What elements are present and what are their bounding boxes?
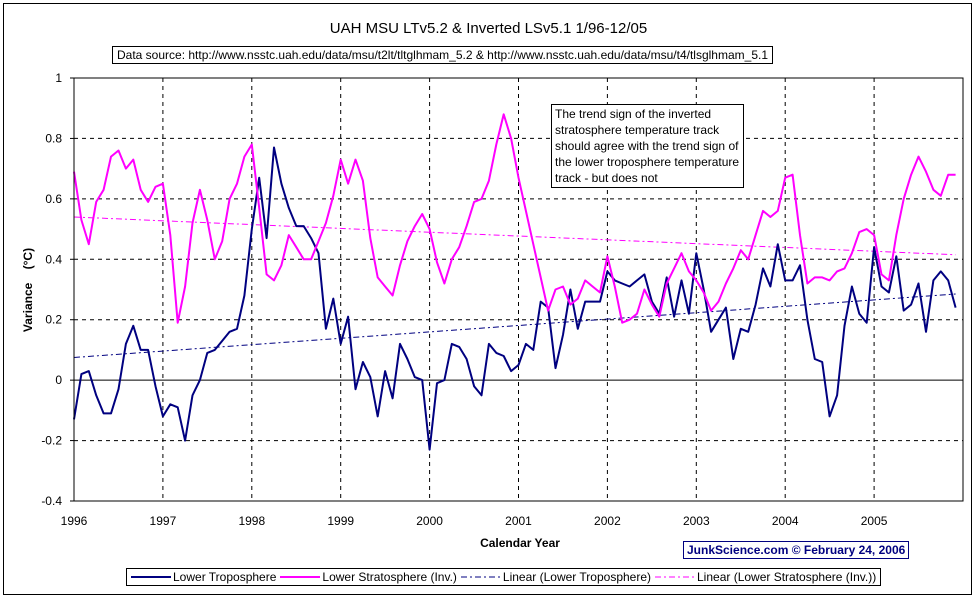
y-tick-label: 0.8: [45, 131, 62, 145]
x-tick-label: 2001: [505, 514, 532, 528]
legend-item-linear-stratosphere: Linear (Lower Stratosphere (Inv.)): [655, 570, 876, 584]
x-axis-label: Calendar Year: [480, 536, 560, 550]
x-tick-label: 2002: [594, 514, 621, 528]
legend-swatch: [655, 576, 695, 578]
chart-frame: [3, 3, 972, 595]
legend: Lower Troposphere Lower Stratosphere (In…: [126, 568, 882, 586]
legend-label: Lower Stratosphere (Inv.): [322, 570, 457, 584]
y-axis-ticks: -0.4 -0.2 0 0.2 0.4 0.6 0.8 1: [41, 71, 74, 508]
annotation-box: The trend sign of the inverted stratosph…: [551, 104, 744, 188]
legend-item-lower-stratosphere: Lower Stratosphere (Inv.): [280, 570, 457, 584]
legend-label: Linear (Lower Troposphere): [502, 570, 651, 584]
legend-swatch: [131, 576, 171, 578]
x-tick-label: 1996: [61, 514, 88, 528]
x-tick-label: 2005: [861, 514, 888, 528]
x-tick-label: 2000: [416, 514, 443, 528]
legend-label: Linear (Lower Stratosphere (Inv.)): [697, 570, 877, 584]
y-tick-label: 0.2: [45, 313, 62, 327]
data-source-label: Data source: http://www.nsstc.uah.edu/da…: [112, 46, 773, 64]
y-tick-label: 0.6: [45, 192, 62, 206]
y-tick-label: -0.4: [41, 494, 62, 508]
series-line-0: [73, 146, 957, 451]
x-tick-label: 1997: [150, 514, 177, 528]
plot-area-border: [73, 77, 964, 502]
legend-swatch: [460, 576, 501, 578]
x-tick-label: 1998: [238, 514, 265, 528]
grid: [74, 78, 963, 501]
x-tick-label: 2004: [772, 514, 799, 528]
trend-line-2: [73, 293, 956, 358]
legend-item-lower-troposphere: Lower Troposphere: [131, 570, 276, 584]
legend-label: Lower Troposphere: [173, 570, 277, 584]
x-axis-ticks: 1996 1997 1998 1999 2000 2001 2002 2003 2004 2005: [61, 514, 888, 528]
legend-item-linear-troposphere: Linear (Lower Troposphere): [460, 570, 651, 584]
series-line-1: [73, 113, 956, 324]
y-tick-label: 0.4: [45, 252, 62, 266]
y-tick-label: -0.2: [41, 434, 62, 448]
series-lines: [73, 113, 957, 451]
credit-label: JunkScience.com © February 24, 2006: [683, 541, 910, 559]
trend-line-3: [73, 216, 956, 256]
legend-swatch: [280, 576, 321, 578]
x-tick-label: 2003: [683, 514, 710, 528]
y-tick-label: 0: [55, 373, 62, 387]
x-tick-label: 1999: [327, 514, 354, 528]
chart-title: UAH MSU LTv5.2 & Inverted LSv5.1 1/96-12…: [329, 20, 648, 37]
y-tick-label: 1: [55, 71, 62, 85]
y-axis-label: Variance (°C): [21, 248, 35, 332]
